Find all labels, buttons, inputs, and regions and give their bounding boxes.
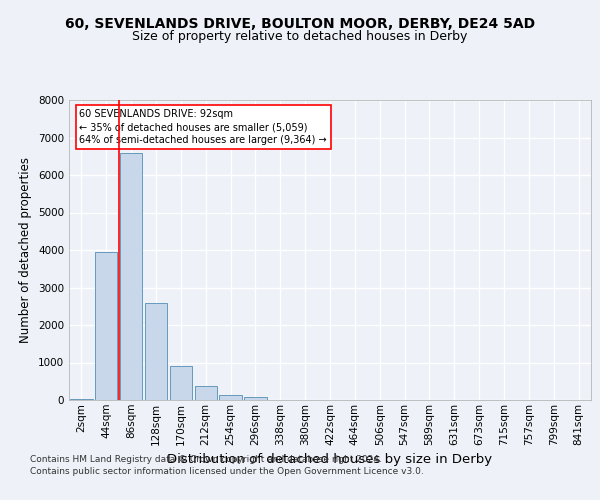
Bar xyxy=(95,252,118,400)
Text: Contains HM Land Registry data © Crown copyright and database right 2024.: Contains HM Land Registry data © Crown c… xyxy=(30,455,382,464)
Text: Contains public sector information licensed under the Open Government Licence v3: Contains public sector information licen… xyxy=(30,468,424,476)
Text: 60, SEVENLANDS DRIVE, BOULTON MOOR, DERBY, DE24 5AD: 60, SEVENLANDS DRIVE, BOULTON MOOR, DERB… xyxy=(65,18,535,32)
Bar xyxy=(120,152,142,400)
Bar xyxy=(220,395,242,400)
Y-axis label: Number of detached properties: Number of detached properties xyxy=(19,157,32,343)
Text: 60 SEVENLANDS DRIVE: 92sqm
← 35% of detached houses are smaller (5,059)
64% of s: 60 SEVENLANDS DRIVE: 92sqm ← 35% of deta… xyxy=(79,109,327,146)
Bar xyxy=(70,399,92,400)
Bar xyxy=(145,302,167,400)
X-axis label: Distribution of detached houses by size in Derby: Distribution of detached houses by size … xyxy=(167,453,493,466)
Bar xyxy=(244,397,266,400)
Text: Size of property relative to detached houses in Derby: Size of property relative to detached ho… xyxy=(133,30,467,43)
Bar xyxy=(194,386,217,400)
Bar xyxy=(170,366,192,400)
